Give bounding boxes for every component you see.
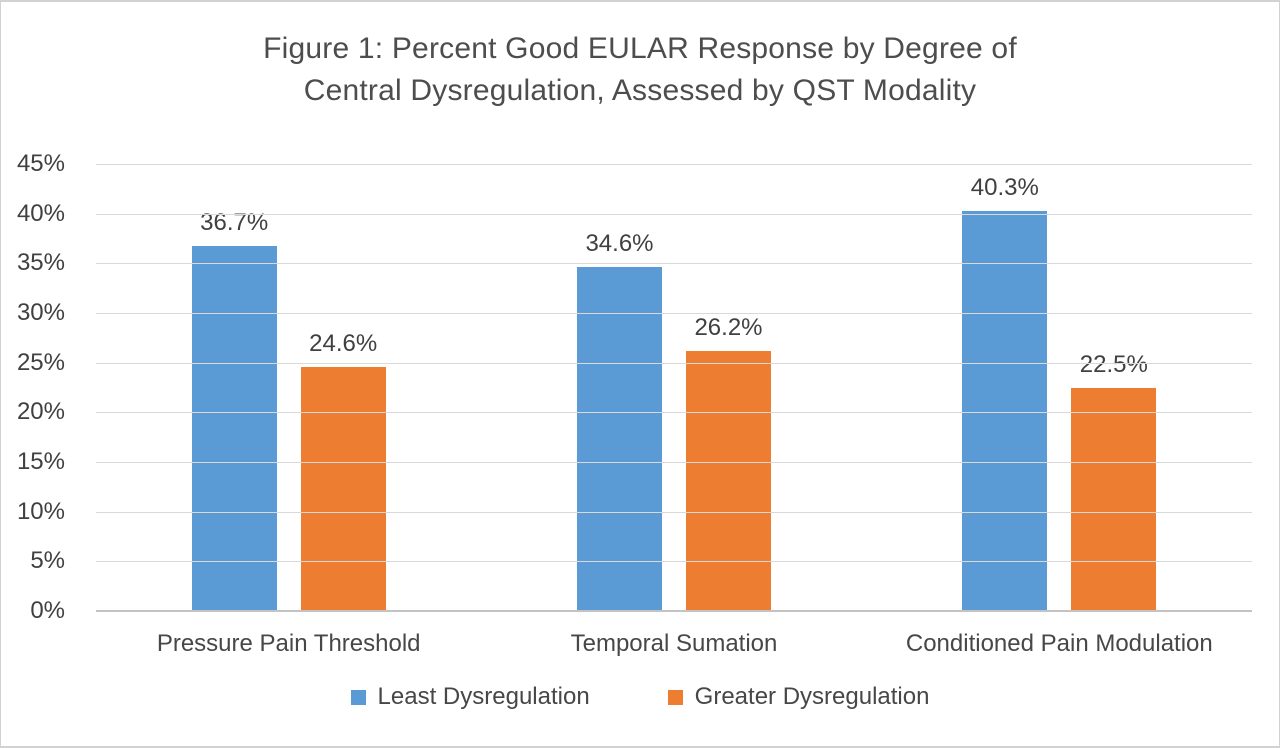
legend-swatch-icon <box>350 689 366 705</box>
gridline <box>96 461 1252 463</box>
bar-data-label: 26.2% <box>694 313 763 341</box>
gridline <box>96 213 1252 215</box>
bar-greater-dysregulation: 24.6% <box>300 330 386 611</box>
legend-label: Least Dysregulation <box>377 683 590 710</box>
y-axis-tick-label: 40% <box>16 199 65 227</box>
bar-data-label: 34.6% <box>585 230 654 258</box>
bar-group: 40.3% 22.5% <box>867 164 1252 611</box>
chart-title-line-1: Figure 1: Percent Good EULAR Response by… <box>263 32 1017 65</box>
plot-area: 36.7% 24.6% 34.6% 26.2% 40.3% 22.5% <box>96 164 1252 612</box>
gridline <box>96 561 1252 563</box>
bar-data-label: 22.5% <box>1079 350 1148 378</box>
bar-group: 36.7% 24.6% <box>96 164 481 611</box>
bar-groups-container: 36.7% 24.6% 34.6% 26.2% 40.3% 22.5% <box>96 164 1252 611</box>
gridline <box>96 412 1252 414</box>
legend-label: Greater Dysregulation <box>694 683 930 710</box>
bar-group: 34.6% 26.2% <box>481 164 866 611</box>
bar-least-dysregulation: 34.6% <box>576 230 662 611</box>
bar-greater-dysregulation: 22.5% <box>1071 351 1157 611</box>
y-axis-tick-label: 5% <box>30 547 65 575</box>
legend: Least Dysregulation Greater Dysregulation <box>1 683 1279 711</box>
y-axis-tick-label: 20% <box>16 398 65 426</box>
y-axis-tick-label: 30% <box>16 298 65 326</box>
legend-swatch-icon <box>667 689 683 705</box>
legend-item-least-dysregulation: Least Dysregulation <box>350 683 590 711</box>
bar-least-dysregulation: 36.7% <box>191 209 277 611</box>
gridline <box>96 164 1252 165</box>
bar-greater-dysregulation: 26.2% <box>685 314 771 611</box>
legend-item-greater-dysregulation: Greater Dysregulation <box>667 683 930 711</box>
gridline <box>96 263 1252 265</box>
y-axis-tick-label: 25% <box>16 348 65 376</box>
gridline <box>96 312 1252 314</box>
y-axis: 0% 5% 10% 15% 20% 25% 30% 35% 40% 45% <box>1 150 79 624</box>
gridline <box>96 511 1252 513</box>
gridline <box>96 362 1252 364</box>
y-axis-tick-label: 45% <box>16 150 65 177</box>
y-axis-tick-label: 10% <box>16 497 65 525</box>
x-axis-category-label: Pressure Pain Threshold <box>156 630 421 657</box>
chart-title: Figure 1: Percent Good EULAR Response by… <box>1 28 1279 112</box>
x-axis-labels: Pressure Pain Threshold Temporal Sumation… <box>96 629 1252 659</box>
x-axis-category-label: Conditioned Pain Modulation <box>905 630 1213 657</box>
y-axis-tick-label: 0% <box>30 597 65 624</box>
x-axis-category-label: Temporal Sumation <box>570 630 778 657</box>
y-axis-tick-label: 35% <box>16 249 65 277</box>
bar-data-label: 40.3% <box>970 173 1039 201</box>
x-axis-line <box>96 610 1252 612</box>
bar-data-label: 24.6% <box>309 329 378 357</box>
y-axis-tick-label: 15% <box>16 447 65 475</box>
chart-title-line-2: Central Dysregulation, Assessed by QST M… <box>303 74 977 107</box>
bar-least-dysregulation: 40.3% <box>962 174 1048 611</box>
